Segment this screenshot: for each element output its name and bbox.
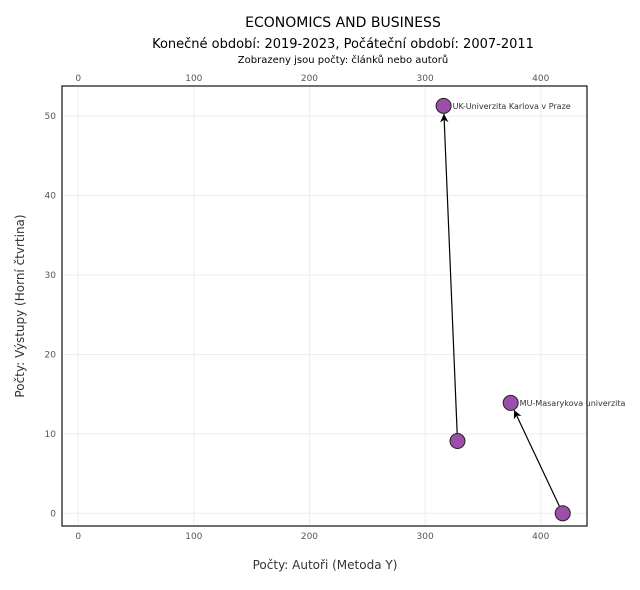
x-tick-label-top: 0 <box>75 74 81 84</box>
start-point <box>554 505 571 522</box>
chart-subtitle: Konečné období: 2019-2023, Počáteční obd… <box>152 37 534 52</box>
y-tick-label: 20 <box>45 350 57 360</box>
y-tick-label: 50 <box>45 112 57 122</box>
start-point <box>449 433 466 450</box>
plot-frame <box>61 85 588 527</box>
x-tick-label-bottom: 200 <box>301 532 318 542</box>
x-tick-label-top: 200 <box>301 74 318 84</box>
x-tick-label-bottom: 100 <box>185 532 202 542</box>
x-tick-label-bottom: 400 <box>532 532 549 542</box>
x-tick-label-bottom: 0 <box>75 532 81 542</box>
y-axis-label: Počty: Výstupy (Horní čtvrtina) <box>13 214 27 397</box>
y-tick-label: 30 <box>45 271 57 281</box>
point-label: UK-Univerzita Karlova v Praze <box>453 102 571 111</box>
chart-subtitle-2: Zobrazeny jsou počty: článků nebo autorů <box>238 54 448 66</box>
point-label: MU-Masarykova univerzita <box>520 399 626 408</box>
y-tick-label: 40 <box>45 192 57 202</box>
trajectory-arrow <box>513 409 560 507</box>
end-point <box>502 394 519 411</box>
chart-title: ECONOMICS AND BUSINESS <box>245 15 441 31</box>
x-axis-label: Počty: Autoři (Metoda Y) <box>253 558 398 572</box>
trajectory-arrow <box>440 113 458 434</box>
x-tick-label-top: 300 <box>417 74 434 84</box>
x-tick-label-bottom: 300 <box>417 532 434 542</box>
x-tick-label-top: 100 <box>185 74 202 84</box>
y-tick-label: 0 <box>50 509 56 519</box>
end-point <box>435 97 452 114</box>
y-tick-label: 10 <box>45 430 57 440</box>
x-tick-label-top: 400 <box>532 74 549 84</box>
